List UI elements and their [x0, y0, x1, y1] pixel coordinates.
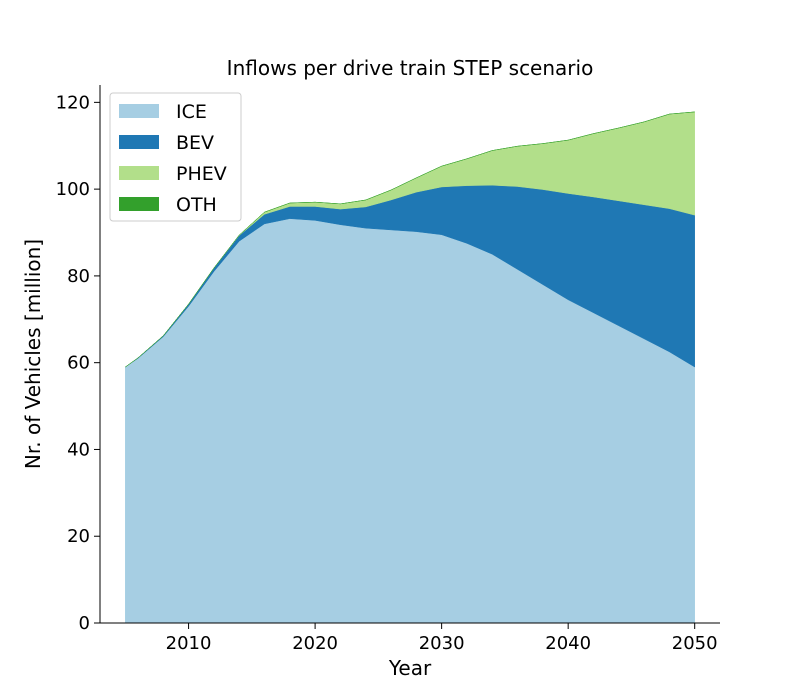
x-tick-label: 2020: [292, 633, 338, 654]
y-tick-label: 0: [79, 613, 90, 634]
chart-title: Inflows per drive train STEP scenario: [227, 56, 594, 80]
x-tick-label: 2040: [545, 633, 591, 654]
legend-swatch-phev: [119, 166, 159, 180]
x-tick-label: 2030: [419, 633, 465, 654]
area-layers: [125, 111, 695, 624]
legend-swatch-bev: [119, 135, 159, 149]
x-axis-ticks: 2010 2020 2030 2040 2050: [166, 623, 718, 654]
x-tick-label: 2010: [166, 633, 212, 654]
legend-label-bev: BEV: [176, 132, 214, 154]
x-tick-label: 2050: [672, 633, 718, 654]
axes: [99, 85, 720, 624]
legend-swatch-ice: [119, 104, 159, 118]
legend-frame: [109, 92, 242, 222]
x-axis-label: Year: [388, 656, 432, 680]
y-tick-label: 60: [67, 353, 90, 374]
legend-label-phev: PHEV: [176, 163, 227, 185]
y-axis-label: Nr. of Vehicles [million]: [21, 239, 45, 469]
legend-swatch-oth: [119, 197, 159, 211]
y-tick-label: 80: [67, 266, 90, 287]
y-tick-label: 20: [67, 526, 90, 547]
y-tick-label: 120: [56, 92, 90, 113]
legend-label-oth: OTH: [176, 194, 217, 216]
y-tick-label: 40: [67, 439, 90, 460]
y-axis-ticks: 0 20 40 60 80 100 120: [56, 92, 100, 634]
legend-label-ice: ICE: [176, 101, 207, 123]
area-oth: [125, 111, 695, 368]
legend: ICE BEV PHEV OTH: [109, 92, 242, 222]
y-tick-label: 100: [56, 179, 90, 200]
